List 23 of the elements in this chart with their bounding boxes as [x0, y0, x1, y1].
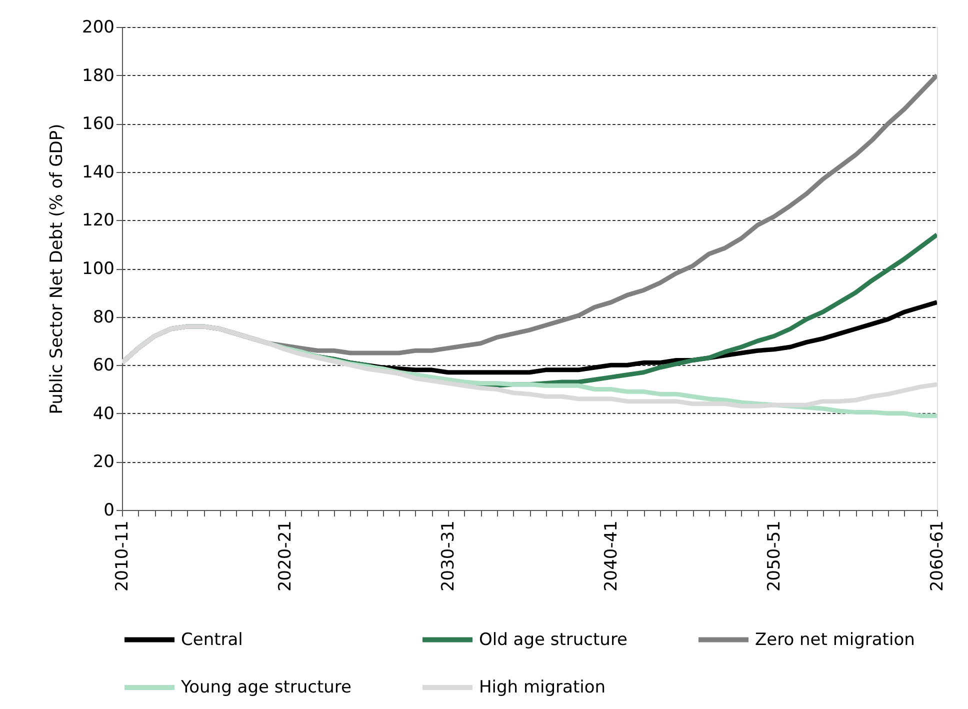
- y-tick-label: 180: [82, 66, 114, 86]
- y-tick-label: 80: [92, 307, 114, 328]
- y-tick-label: 40: [92, 404, 114, 424]
- y-tick-label: 20: [92, 452, 114, 472]
- x-tick-label: 2060-61: [928, 520, 948, 592]
- y-tick-label: 100: [82, 259, 114, 279]
- y-tick-label: 0: [104, 500, 114, 520]
- x-tick-label: 2010-11: [112, 520, 132, 592]
- x-tick-label: 2020-21: [276, 520, 296, 592]
- x-tick-label: 2030-31: [438, 520, 458, 592]
- y-axis-title: Public Sector Net Debt (% of GDP): [47, 124, 68, 414]
- legend-label: Zero net migration: [755, 630, 915, 650]
- y-tick-label: 200: [82, 18, 114, 38]
- x-tick-label: 2050-51: [764, 520, 784, 592]
- legend-label: Central: [181, 630, 243, 650]
- legend-label: Old age structure: [479, 630, 628, 650]
- y-tick-label: 140: [82, 162, 114, 182]
- legend-label: High migration: [479, 678, 606, 698]
- x-tick-label: 2040-41: [602, 520, 622, 592]
- y-tick-label: 120: [82, 210, 114, 231]
- y-tick-label: 60: [92, 356, 114, 376]
- y-tick-label: 160: [82, 114, 114, 134]
- legend-label: Young age structure: [180, 678, 352, 698]
